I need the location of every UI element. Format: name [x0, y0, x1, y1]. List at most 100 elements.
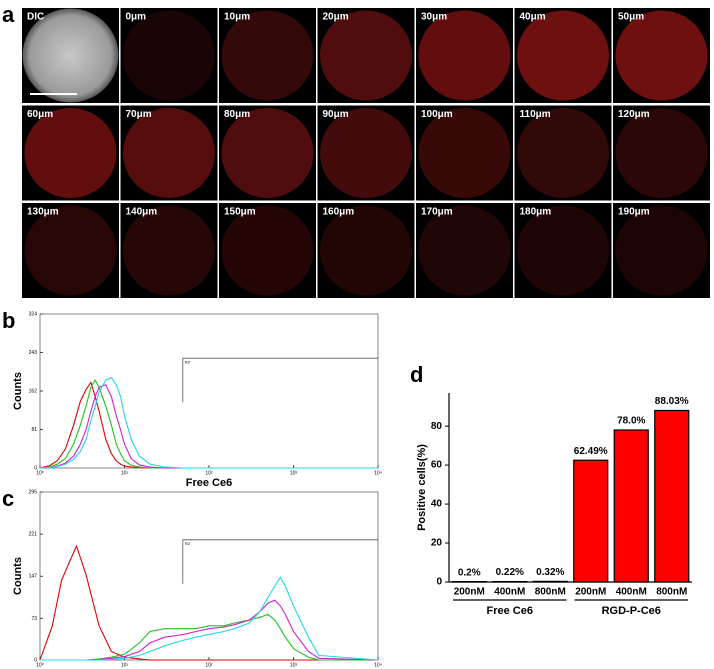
x-tick-label: 10¹ [121, 470, 129, 476]
fluorescence [418, 10, 511, 101]
y-tick-label: 221 [29, 531, 38, 537]
fluorescence [221, 205, 314, 296]
tile-label: 50μm [618, 12, 644, 23]
gate-label: R2 [185, 359, 191, 364]
panel-letter: a [2, 2, 15, 27]
fluorescence [517, 108, 609, 198]
y-tick-label: 147 [29, 574, 38, 580]
x-tick-label: 200nM [454, 587, 485, 598]
gate-label: R2 [185, 541, 191, 546]
y-axis-label: Counts [12, 557, 24, 595]
value-label: 88.03% [655, 396, 689, 407]
tile-label: 60μm [27, 109, 53, 120]
tile-label: 100μm [421, 109, 453, 120]
x-tick-label: 400nM [616, 587, 647, 598]
y-tick-label: 0 [34, 465, 37, 471]
fluorescence [123, 108, 215, 198]
fluorescence [123, 10, 215, 101]
y-tick-label: 40 [431, 499, 443, 510]
fluorescence [615, 10, 708, 101]
tile-label: 190μm [618, 207, 650, 218]
bar [573, 459, 609, 583]
value-label: 62.49% [574, 446, 608, 457]
panel-letter: c [2, 486, 14, 511]
tile-label: 20μm [323, 12, 349, 23]
panel-letter: d [410, 362, 423, 387]
fluorescence [615, 205, 708, 296]
tile-label: 180μm [520, 207, 552, 218]
y-tick-label: 295 [29, 489, 38, 495]
bar [613, 429, 649, 583]
tile-label: 0μm [126, 12, 147, 23]
group-label: RGD-P-Ce6 [602, 605, 661, 617]
fluorescence [517, 10, 609, 101]
x-tick-label: 400nM [494, 587, 525, 598]
x-tick-label: 10² [205, 662, 213, 668]
tile-label: 170μm [421, 207, 453, 218]
y-axis-label: Positive cells(%) [416, 444, 428, 531]
tile-label: 140μm [126, 207, 158, 218]
x-tick-label: 10² [205, 470, 213, 476]
tile-label: 80μm [224, 109, 250, 120]
group-label: Free Ce6 [487, 605, 533, 617]
tile-label: DIC [27, 12, 44, 23]
bar [532, 580, 568, 583]
x-tick-label: 10¹ [121, 662, 129, 668]
x-tick-label: 200nM [575, 587, 606, 598]
tile-label: 150μm [224, 207, 256, 218]
y-tick-label: 0 [436, 577, 442, 588]
histogram-line [39, 377, 378, 469]
plot-frame [39, 313, 379, 469]
value-label: 0.22% [496, 567, 524, 578]
x-tick-label: 10³ [290, 662, 298, 668]
tile-label: 70μm [126, 109, 152, 120]
gate [182, 357, 378, 403]
dic-image [22, 8, 119, 103]
fluorescence [221, 108, 314, 198]
value-label: 78.0% [617, 416, 645, 427]
fluorescence [418, 108, 511, 198]
tile-label: 90μm [323, 109, 349, 120]
fluorescence [221, 10, 314, 101]
histogram-line [40, 613, 378, 661]
y-tick-label: 80 [431, 421, 443, 432]
fluorescence [517, 205, 609, 296]
fluorescence [320, 10, 412, 101]
histogram-line [40, 576, 379, 661]
tile-label: 130μm [27, 207, 59, 218]
fluorescence [418, 205, 511, 296]
fluorescence [24, 205, 117, 296]
y-tick-label: 0 [34, 657, 37, 663]
x-tick-label: 10⁴ [374, 662, 382, 668]
histogram-line [40, 599, 379, 661]
y-tick-label: 81 [31, 427, 37, 433]
value-label: 0.2% [458, 567, 481, 578]
fluorescence [123, 205, 215, 296]
tile-label: 110μm [520, 109, 551, 120]
tile-label: 10μm [224, 12, 250, 23]
x-tick-label: 10⁰ [36, 470, 44, 476]
histogram-line [39, 384, 378, 469]
y-axis-label: Counts [12, 372, 24, 410]
y-tick-label: 60 [431, 460, 443, 471]
x-tick-label: 800nM [535, 587, 566, 598]
value-label: 0.32% [536, 567, 564, 578]
tile-label: 30μm [421, 12, 447, 23]
histogram-line [39, 378, 378, 469]
fluorescence [24, 108, 117, 198]
panel-letter: b [2, 308, 15, 333]
tile-label: 40μm [520, 12, 546, 23]
fluorescence [320, 205, 412, 296]
x-tick-label: 10⁰ [36, 662, 44, 668]
tile-label: 160μm [323, 207, 355, 218]
histogram-line [39, 544, 378, 661]
x-tick-label: 10⁴ [374, 470, 382, 476]
x-tick-label: 10³ [290, 470, 298, 476]
fluorescence [320, 108, 412, 198]
y-tick-label: 162 [29, 388, 38, 394]
bar [654, 409, 690, 583]
histogram-line [39, 381, 378, 469]
tile-label: 120μm [618, 109, 650, 120]
